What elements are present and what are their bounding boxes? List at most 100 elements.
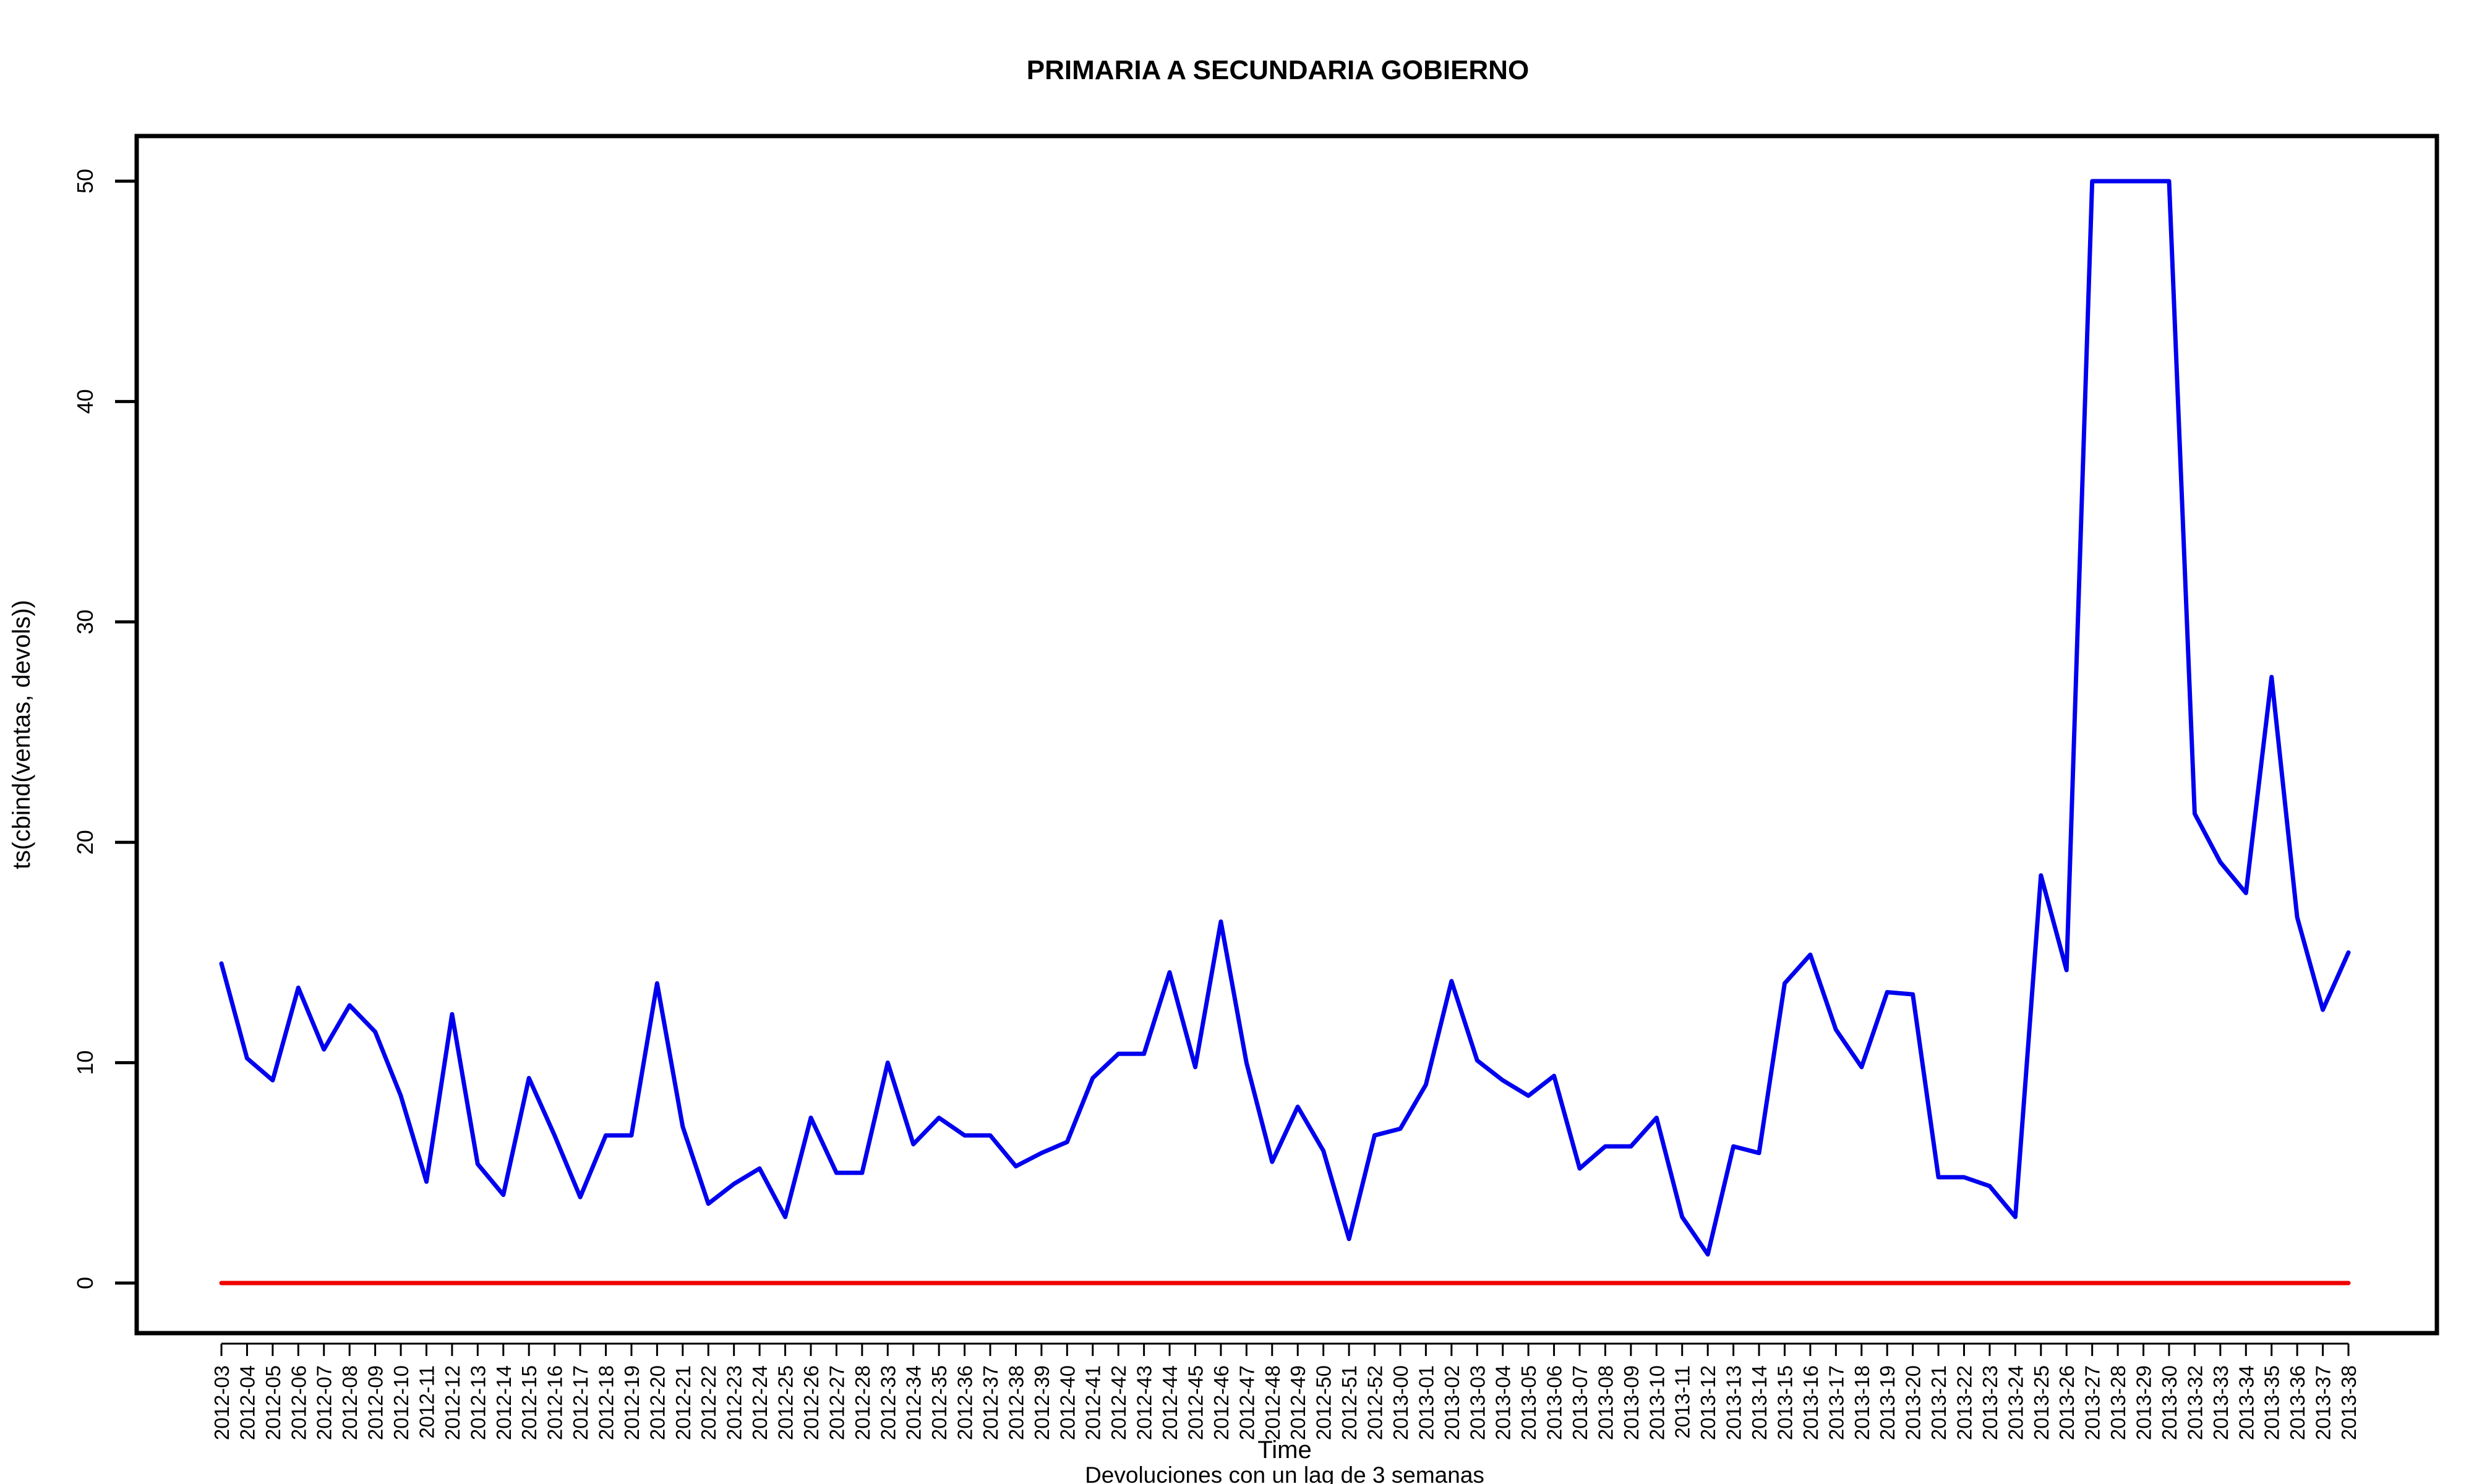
x-tick-label: 2012-08 <box>338 1365 361 1440</box>
x-tick-label: 2012-10 <box>390 1365 413 1440</box>
x-tick-label: 2013-37 <box>2312 1365 2335 1440</box>
x-tick-label: 2012-18 <box>595 1365 618 1440</box>
x-tick-label: 2012-06 <box>287 1365 310 1440</box>
x-tick-label: 2012-05 <box>262 1365 285 1440</box>
x-tick-label: 2013-25 <box>2030 1365 2053 1440</box>
x-tick-label: 2012-25 <box>774 1365 797 1440</box>
x-tick-label: 2012-16 <box>544 1365 567 1440</box>
x-tick-label: 2012-37 <box>979 1365 1002 1440</box>
plot-frame <box>134 134 2439 1336</box>
x-tick-label: 2013-01 <box>1415 1365 1437 1440</box>
x-tick-label: 2012-13 <box>466 1365 489 1440</box>
x-tick-label: 2013-15 <box>1773 1365 1796 1440</box>
x-tick-label: 2013-21 <box>1927 1365 1950 1440</box>
x-tick-label: 2012-41 <box>1082 1365 1105 1440</box>
x-tick-label: 2012-24 <box>748 1365 771 1440</box>
x-tick-label: 2013-12 <box>1697 1365 1719 1440</box>
x-tick-label: 2012-36 <box>954 1365 977 1440</box>
y-tick-label: 10 <box>72 1051 98 1075</box>
x-tick-label: 2012-28 <box>851 1365 874 1440</box>
x-axis: 2012-03 2012-04 2012-05 2012-06 2012-07 2012-… <box>210 1342 2360 1440</box>
x-tick-label: 2012-17 <box>569 1365 592 1440</box>
x-tick-label: 2012-47 <box>1235 1365 1258 1440</box>
x-tick-label: 2012-11 <box>415 1365 438 1439</box>
x-tick-label: 2012-03 <box>210 1365 233 1440</box>
x-tick-label: 2012-33 <box>876 1365 899 1440</box>
x-tick-label: 2013-23 <box>1979 1365 2001 1440</box>
x-tick-label: 2012-34 <box>902 1365 925 1440</box>
x-tick-label: 2013-16 <box>1799 1365 1822 1440</box>
x-tick-label: 2013-17 <box>1825 1365 1847 1440</box>
x-tick-label: 2013-00 <box>1389 1365 1412 1440</box>
x-tick-label: 2012-43 <box>1133 1365 1156 1440</box>
x-tick-label: 2013-27 <box>2081 1365 2104 1440</box>
x-tick-label: 2012-20 <box>646 1365 669 1440</box>
y-tick-label: 20 <box>72 830 98 855</box>
x-tick-label: 2012-15 <box>518 1365 541 1440</box>
x-tick-label: 2012-23 <box>723 1365 746 1440</box>
x-axis-label: Time <box>1257 1436 1311 1464</box>
x-tick-label: 2013-03 <box>1466 1365 1489 1440</box>
x-tick-label: 2013-38 <box>2337 1365 2360 1440</box>
x-tick-label: 2012-48 <box>1261 1365 1284 1440</box>
x-tick-label: 2013-29 <box>2133 1365 2155 1440</box>
x-tick-label: 2013-07 <box>1569 1365 1591 1440</box>
x-tick-label: 2012-52 <box>1364 1365 1387 1440</box>
x-tick-label: 2013-20 <box>1902 1365 1925 1440</box>
y-axis: 0 10 20 30 40 50 <box>72 169 137 1289</box>
x-tick-label: 2012-49 <box>1286 1365 1309 1440</box>
x-tick-label: 2013-14 <box>1748 1365 1771 1440</box>
x-tick-label: 2012-12 <box>441 1365 464 1440</box>
x-tick-label: 2012-22 <box>697 1365 720 1440</box>
y-tick-label: 30 <box>72 610 98 634</box>
x-tick-label: 2013-06 <box>1543 1365 1566 1440</box>
x-tick-label: 2013-35 <box>2261 1365 2284 1440</box>
y-tick-label: 50 <box>72 169 98 194</box>
x-tick-label: 2013-33 <box>2209 1365 2232 1440</box>
y-tick-label: 0 <box>72 1277 98 1289</box>
x-tick-label: 2012-40 <box>1056 1365 1079 1440</box>
x-tick-label: 2013-13 <box>1723 1365 1745 1440</box>
x-tick-label: 2013-10 <box>1645 1365 1668 1440</box>
x-tick-label: 2012-07 <box>313 1365 336 1440</box>
series-layer <box>219 179 2351 1286</box>
x-tick-label: 2012-04 <box>236 1365 259 1440</box>
x-tick-label: 2012-27 <box>825 1365 848 1440</box>
x-tick-label: 2012-44 <box>1158 1365 1181 1440</box>
x-tick-label: 2012-42 <box>1107 1365 1130 1440</box>
x-tick-label: 2013-04 <box>1492 1365 1515 1440</box>
x-tick-label: 2012-50 <box>1312 1365 1335 1440</box>
x-tick-label: 2013-11 <box>1671 1365 1694 1439</box>
x-tick-label: 2013-30 <box>2158 1365 2181 1440</box>
x-tick-label: 2013-26 <box>2055 1365 2078 1440</box>
x-tick-label: 2012-09 <box>364 1365 387 1440</box>
x-tick-label: 2013-24 <box>2004 1365 2027 1440</box>
x-tick-label: 2013-34 <box>2235 1365 2258 1440</box>
x-tick-label: 2013-36 <box>2286 1365 2309 1440</box>
x-tick-label: 2013-09 <box>1620 1365 1643 1440</box>
x-tick-label: 2012-35 <box>928 1365 951 1440</box>
x-tick-label: 2012-39 <box>1030 1365 1053 1440</box>
y-axis-label: ts(cbind(ventas, devols)) <box>8 600 35 869</box>
x-tick-label: 2013-28 <box>2107 1365 2129 1440</box>
x-tick-label: 2013-08 <box>1594 1365 1617 1440</box>
x-tick-label: 2012-21 <box>672 1365 695 1440</box>
x-axis-sublabel: Devoluciones con un lag de 3 semanas <box>1085 1462 1484 1484</box>
x-tick-label: 2013-32 <box>2183 1365 2206 1440</box>
x-tick-label: 2012-14 <box>492 1365 515 1440</box>
series-line-1 <box>219 179 2351 1257</box>
x-tick-label: 2013-05 <box>1517 1365 1540 1440</box>
x-tick-label: 2012-51 <box>1338 1365 1361 1440</box>
x-tick-label: 2013-19 <box>1876 1365 1899 1440</box>
x-tick-label: 2012-38 <box>1004 1365 1027 1440</box>
x-tick-label: 2013-18 <box>1851 1365 1873 1440</box>
x-tick-label: 2012-45 <box>1184 1365 1207 1440</box>
x-tick-label: 2012-19 <box>620 1365 643 1440</box>
chart-title: PRIMARIA A SECUNDARIA GOBIERNO <box>1027 55 1529 85</box>
x-tick-label: 2013-02 <box>1440 1365 1463 1440</box>
x-tick-label: 2012-46 <box>1210 1365 1233 1440</box>
x-tick-label: 2012-26 <box>800 1365 823 1440</box>
y-tick-label: 40 <box>72 389 98 414</box>
